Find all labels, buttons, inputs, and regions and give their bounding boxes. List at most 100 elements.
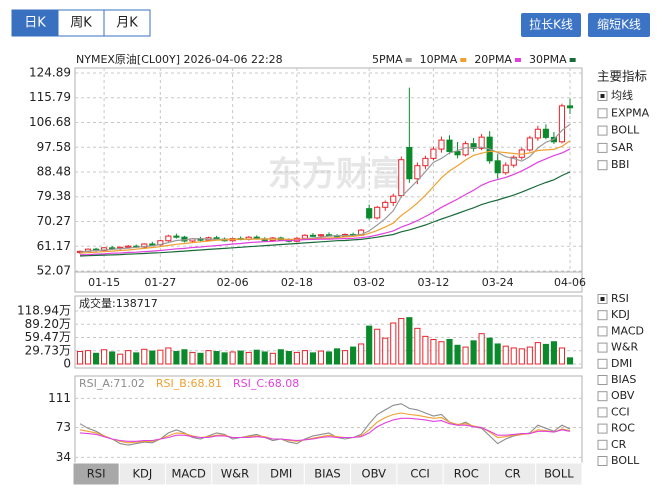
button[interactable] [521, 13, 581, 37]
checkbox[interactable] [597, 342, 608, 353]
volume-bar [406, 317, 413, 365]
y-tick-label: 115.79 [29, 90, 71, 104]
legend-label: RSI_C:68.08 [233, 377, 299, 390]
checkbox[interactable] [597, 142, 608, 153]
checkbox-label[interactable]: CR [611, 438, 627, 451]
checkbox[interactable] [597, 358, 608, 369]
checkbox-label[interactable]: ROC [611, 422, 635, 435]
checkbox-label[interactable]: BBI [611, 158, 629, 171]
candle-body [478, 136, 485, 149]
checkbox[interactable] [597, 160, 608, 171]
volume-bar [253, 349, 260, 365]
main-frame [74, 67, 583, 293]
volume-bar [342, 350, 349, 365]
checkbox-label[interactable]: CCI [611, 405, 630, 418]
y-tick-label: 106.68 [29, 115, 71, 129]
candle-body [149, 243, 156, 246]
legend-label: 10PMA [420, 53, 458, 66]
volume-bar [382, 337, 389, 365]
volume-bar [454, 344, 461, 365]
indicator-tab-label[interactable]: CCI [410, 467, 429, 481]
volume-bar [358, 343, 365, 365]
candle-body [382, 201, 389, 208]
rsi-line [79, 403, 571, 446]
checkbox[interactable] [597, 456, 608, 466]
button-label[interactable]: 拉长K线 [529, 17, 573, 32]
volume-bar [133, 352, 140, 365]
checkbox-label[interactable]: BOLL [611, 454, 640, 467]
volume-bar [165, 347, 172, 365]
volume-bar [76, 351, 84, 365]
volume-bar [526, 346, 533, 365]
tab[interactable] [57, 9, 105, 37]
indicator-tab-label[interactable]: ROC [454, 467, 479, 481]
checkbox[interactable] [597, 108, 608, 119]
checkbox[interactable] [597, 407, 608, 418]
tab-label[interactable]: 月K [116, 16, 138, 31]
checkbox-label[interactable]: SAR [611, 141, 634, 154]
volume-bar [117, 353, 124, 365]
volume-bar [285, 351, 292, 365]
y-tick-label: 0 [63, 357, 71, 371]
volume-bar [229, 351, 236, 365]
volume-bar [149, 350, 156, 365]
volume-bar [430, 338, 437, 365]
indicator-tab-label[interactable]: MACD [171, 467, 206, 481]
y-tick-label: 29.73万 [25, 343, 71, 357]
checkbox-label[interactable]: KDJ [611, 308, 630, 321]
candle-body [125, 245, 132, 248]
checkbox[interactable] [597, 326, 608, 337]
rsi-line [79, 417, 571, 442]
indicator-tab-label[interactable]: CR [505, 467, 521, 481]
indicator-tab-label[interactable]: OBV [362, 467, 387, 481]
checkbox-label[interactable]: OBV [611, 389, 635, 402]
button-label[interactable]: 缩短K线 [597, 17, 641, 32]
checkbox-label[interactable]: 均线 [611, 88, 633, 102]
checkbox-label[interactable]: BOLL [611, 124, 640, 137]
tab[interactable] [11, 9, 59, 37]
ma-line [79, 171, 571, 257]
tab-label[interactable]: 日K [24, 16, 46, 31]
checkbox[interactable] [597, 391, 608, 402]
checkbox[interactable] [597, 439, 608, 450]
checkbox[interactable] [597, 125, 608, 136]
checkbox-label[interactable]: BIAS [611, 373, 636, 386]
volume-bar [534, 342, 541, 365]
button[interactable] [588, 13, 650, 37]
candle-body [165, 235, 172, 242]
checkbox-label[interactable]: W&R [611, 341, 638, 354]
checkbox[interactable] [597, 375, 608, 385]
volume-bar [446, 338, 453, 365]
checkbox[interactable] [597, 310, 608, 321]
candle-body [462, 143, 469, 156]
indicator-tab-label[interactable]: BIAS [314, 467, 340, 481]
volume-bar [277, 349, 284, 365]
indicator-tab-label[interactable]: KDJ [133, 467, 153, 481]
checkbox-label[interactable]: RSI [611, 292, 629, 305]
volume-title: 成交量:138717 [79, 296, 158, 310]
indicator-tab[interactable] [535, 462, 583, 486]
x-tick-label: 02-18 [281, 276, 313, 289]
volume-bar [293, 351, 300, 365]
tab-label[interactable]: 周K [70, 16, 92, 31]
checkbox-label[interactable]: MACD [611, 324, 644, 337]
main-title: NYMEX原油[CL00Y] 2026-04-06 22:28 [76, 52, 283, 66]
x-tick-label: 01-27 [144, 276, 176, 289]
volume-bar [438, 341, 445, 365]
volume-bar [101, 349, 108, 365]
candle-body [422, 157, 429, 167]
legend-swatch [460, 58, 467, 62]
candle-body [510, 156, 517, 166]
checkbox[interactable] [597, 423, 608, 434]
indicator-tab-label[interactable]: DMI [270, 467, 292, 481]
candle-body [406, 146, 413, 180]
volume-bar [84, 350, 92, 365]
volume-bar [317, 350, 325, 365]
tab[interactable] [103, 9, 151, 37]
volume-bar [173, 351, 180, 365]
checkbox-label[interactable]: DMI [611, 357, 632, 370]
indicator-tab-label[interactable]: W&R [221, 467, 249, 481]
checkbox-label[interactable]: EXPMA [611, 106, 650, 119]
indicator-tab-label[interactable]: RSI [87, 467, 106, 481]
indicator-tab-label[interactable]: BOLL [544, 467, 574, 481]
